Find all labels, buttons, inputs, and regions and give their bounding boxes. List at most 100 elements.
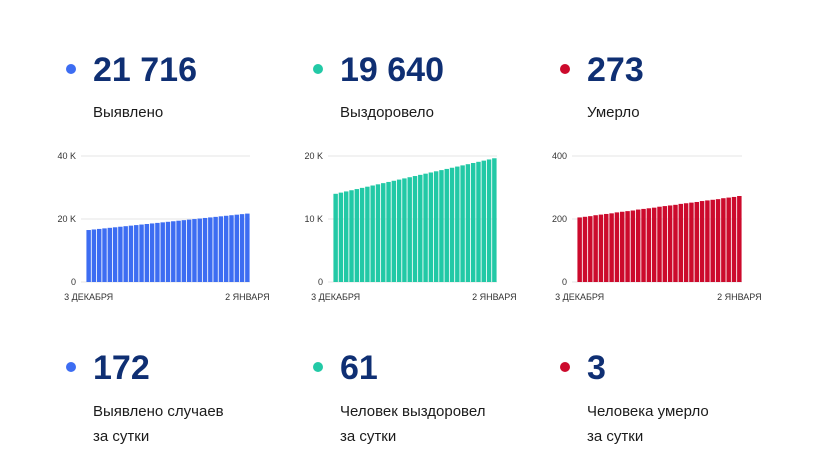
bar xyxy=(197,218,202,282)
bar xyxy=(344,191,349,282)
bar xyxy=(630,210,636,282)
bar xyxy=(577,217,582,282)
bar xyxy=(381,183,386,282)
daily-label: за сутки xyxy=(93,428,149,445)
bar xyxy=(407,177,412,282)
bar xyxy=(245,213,250,282)
bar xyxy=(673,204,678,282)
bar xyxy=(186,219,192,282)
bar xyxy=(102,228,107,282)
total-label: Выздоровело xyxy=(340,104,434,121)
bar xyxy=(139,224,144,282)
bar xyxy=(678,203,684,282)
bar xyxy=(412,176,418,282)
bar xyxy=(444,168,449,282)
bar xyxy=(582,216,588,282)
x-tick-label: 2 ЯНВАРЯ xyxy=(225,292,270,302)
bar xyxy=(349,190,354,282)
bar xyxy=(635,209,641,282)
bar xyxy=(620,211,625,282)
bar xyxy=(476,161,481,282)
bar xyxy=(160,222,165,282)
bar xyxy=(721,198,726,282)
bar xyxy=(144,223,150,282)
bar xyxy=(97,228,102,282)
bar xyxy=(402,178,407,282)
bar xyxy=(486,159,492,282)
x-tick-label: 3 ДЕКАБРЯ xyxy=(64,292,113,302)
daily-label: за сутки xyxy=(340,428,396,445)
daily-value: 61 xyxy=(340,349,378,387)
bar xyxy=(128,225,134,282)
bar xyxy=(208,217,213,282)
bar xyxy=(176,220,181,282)
status-dot xyxy=(313,362,323,372)
bar xyxy=(641,208,646,282)
bar xyxy=(470,163,476,282)
daily-value: 3 xyxy=(587,349,606,387)
total-value: 21 716 xyxy=(93,51,197,89)
total-value: 273 xyxy=(587,51,644,89)
bar xyxy=(705,200,710,282)
bar xyxy=(694,201,699,282)
bar xyxy=(689,202,694,282)
status-dot xyxy=(66,362,76,372)
bar xyxy=(375,184,381,282)
bar xyxy=(165,221,171,282)
bar xyxy=(338,192,344,282)
daily-label: за сутки xyxy=(587,428,643,445)
bar xyxy=(239,214,245,282)
y-tick-label: 10 K xyxy=(304,214,323,224)
bar xyxy=(455,166,460,282)
daily-label: Человек выздоровел xyxy=(340,403,485,420)
y-tick-label: 400 xyxy=(552,151,567,161)
bar xyxy=(391,180,397,282)
y-tick-label: 20 K xyxy=(57,214,76,224)
bar xyxy=(460,165,465,282)
y-tick-label: 0 xyxy=(562,277,567,287)
bar xyxy=(465,164,471,282)
bar xyxy=(396,179,402,282)
total-value: 19 640 xyxy=(340,51,444,89)
bar xyxy=(134,225,139,282)
status-dot xyxy=(66,64,76,74)
x-tick-label: 2 ЯНВАРЯ xyxy=(472,292,517,302)
bar xyxy=(171,221,176,282)
bar xyxy=(181,220,187,282)
y-tick-label: 200 xyxy=(552,214,567,224)
bar xyxy=(149,223,155,282)
bar xyxy=(614,212,620,282)
bar xyxy=(433,171,439,282)
bar xyxy=(492,158,497,282)
x-tick-label: 2 ЯНВАРЯ xyxy=(717,292,762,302)
bar xyxy=(418,174,423,282)
bar xyxy=(683,203,689,282)
bar xyxy=(333,193,338,282)
bar xyxy=(646,208,652,282)
bar xyxy=(359,187,365,282)
bar xyxy=(218,216,224,282)
bar xyxy=(609,213,614,282)
bar xyxy=(667,205,673,282)
bar xyxy=(428,172,434,282)
y-tick-label: 0 xyxy=(318,277,323,287)
bar xyxy=(439,170,444,282)
bar xyxy=(625,211,630,282)
bar xyxy=(192,219,197,282)
bar xyxy=(593,215,598,282)
x-tick-label: 3 ДЕКАБРЯ xyxy=(311,292,360,302)
total-label: Умерло xyxy=(587,104,640,121)
total-label: Выявлено xyxy=(93,104,163,121)
bar xyxy=(223,215,229,282)
bar xyxy=(651,207,657,282)
bar xyxy=(213,216,218,282)
bar xyxy=(86,230,91,282)
y-tick-label: 0 xyxy=(71,277,76,287)
bar xyxy=(449,167,455,282)
bar xyxy=(423,173,428,282)
bar xyxy=(370,185,375,282)
bar xyxy=(662,206,668,282)
bar xyxy=(155,222,160,282)
bar xyxy=(118,226,123,282)
